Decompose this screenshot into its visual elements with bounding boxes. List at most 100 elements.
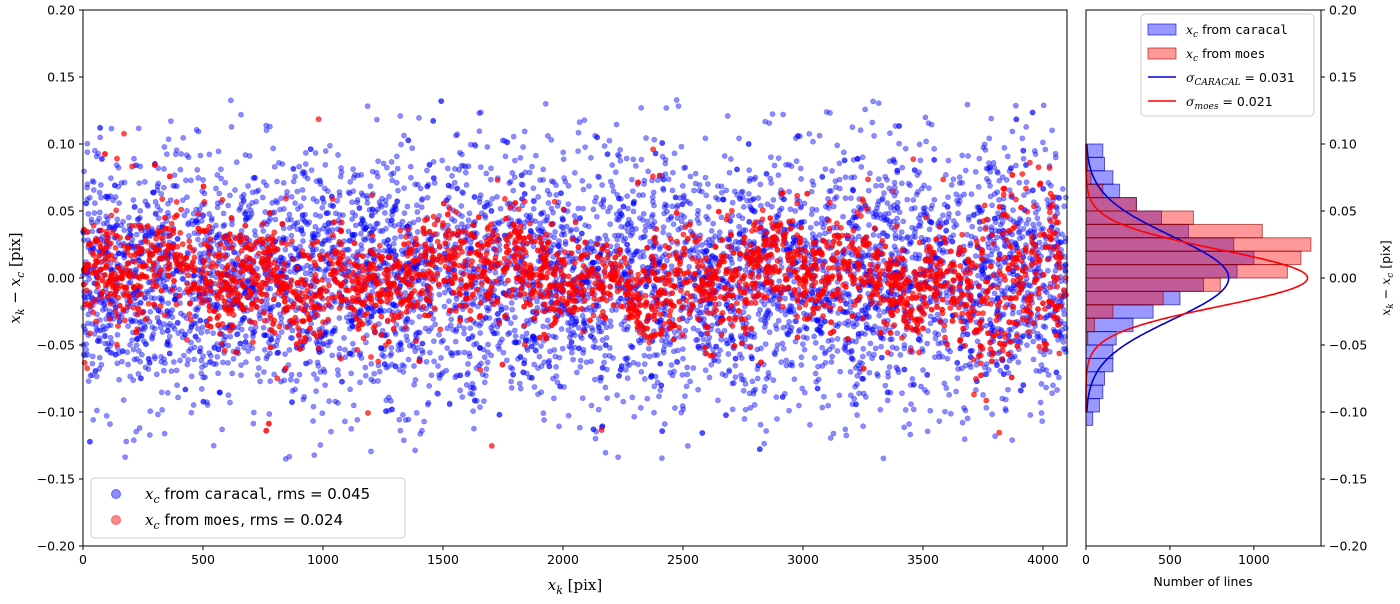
caracal-point xyxy=(641,352,648,359)
caracal-point xyxy=(744,197,750,204)
caracal-point xyxy=(219,359,226,366)
caracal-point xyxy=(638,156,645,163)
caracal-point xyxy=(907,279,913,286)
caracal-point xyxy=(636,192,642,199)
caracal-point xyxy=(516,217,523,224)
caracal-point xyxy=(85,311,92,318)
caracal-point xyxy=(832,178,839,184)
caracal-point xyxy=(654,352,661,358)
caracal-point xyxy=(856,390,862,397)
caracal-point xyxy=(553,265,559,272)
caracal-point xyxy=(133,231,140,238)
caracal-point xyxy=(904,196,911,203)
caracal-point xyxy=(687,378,693,385)
caracal-point xyxy=(862,202,869,209)
caracal-point xyxy=(758,316,764,323)
caracal-point xyxy=(610,262,616,269)
caracal-point xyxy=(724,298,730,305)
caracal-point xyxy=(89,360,96,367)
caracal-point xyxy=(510,133,517,140)
caracal-point xyxy=(736,212,742,219)
caracal-point xyxy=(571,169,578,176)
caracal-point xyxy=(396,366,403,373)
caracal-point xyxy=(597,345,603,351)
caracal-point xyxy=(377,265,384,271)
caracal-point xyxy=(364,103,371,109)
caracal-point xyxy=(435,390,441,397)
caracal-point xyxy=(1028,291,1035,298)
caracal-point xyxy=(708,227,715,234)
caracal-point xyxy=(346,237,353,244)
caracal-point xyxy=(459,189,466,195)
caracal-point xyxy=(462,169,469,176)
caracal-point xyxy=(483,304,490,311)
caracal-point xyxy=(710,220,717,227)
caracal-point xyxy=(582,144,589,150)
caracal-point xyxy=(985,244,992,251)
caracal-point xyxy=(1002,288,1008,295)
caracal-point xyxy=(840,297,847,304)
caracal-point xyxy=(270,145,277,152)
caracal-point xyxy=(877,406,884,413)
caracal-point xyxy=(384,271,391,278)
caracal-point xyxy=(401,185,407,191)
caracal-point xyxy=(120,218,126,225)
caracal-point xyxy=(746,190,752,197)
caracal-point xyxy=(589,327,596,334)
caracal-point xyxy=(171,172,178,178)
caracal-point xyxy=(985,366,992,373)
caracal-point xyxy=(595,406,602,413)
caracal-point xyxy=(565,327,572,333)
caracal-point xyxy=(368,360,375,367)
caracal-point xyxy=(227,97,234,104)
caracal-point xyxy=(931,253,937,259)
caracal-point xyxy=(983,361,990,367)
caracal-point xyxy=(188,177,194,184)
caracal-point xyxy=(927,298,934,305)
caracal-point xyxy=(489,195,496,202)
caracal-point xyxy=(650,189,657,196)
caracal-point xyxy=(157,282,164,288)
caracal-point xyxy=(1054,318,1060,325)
caracal-point xyxy=(487,176,494,183)
caracal-point xyxy=(190,281,196,288)
caracal-point xyxy=(907,382,914,388)
caracal-point xyxy=(738,285,744,292)
caracal-point xyxy=(520,144,526,150)
caracal-point xyxy=(329,226,336,233)
caracal-point xyxy=(271,163,278,170)
caracal-point xyxy=(548,299,554,306)
caracal-point xyxy=(115,250,122,257)
caracal-point xyxy=(807,224,814,231)
caracal-point xyxy=(729,260,735,267)
caracal-point xyxy=(371,370,378,377)
caracal-point xyxy=(1038,226,1045,233)
caracal-point xyxy=(601,359,607,366)
caracal-point xyxy=(354,196,361,203)
caracal-point xyxy=(630,156,637,163)
caracal-point xyxy=(909,375,916,382)
caracal-point xyxy=(81,168,87,175)
caracal-point xyxy=(185,221,192,228)
caracal-point xyxy=(483,366,490,372)
caracal-point xyxy=(562,238,569,245)
caracal-point xyxy=(812,339,819,346)
caracal-point xyxy=(626,249,632,256)
caracal-point xyxy=(673,358,680,365)
caracal-point xyxy=(490,238,497,245)
caracal-point xyxy=(390,248,397,255)
caracal-point xyxy=(476,199,483,205)
caracal-point xyxy=(381,238,388,245)
caracal-point xyxy=(739,215,746,222)
caracal-point xyxy=(502,153,509,160)
caracal-point xyxy=(537,177,543,183)
caracal-point xyxy=(390,247,397,253)
caracal-point xyxy=(928,121,935,128)
caracal-point xyxy=(131,356,138,363)
caracal-point xyxy=(871,213,877,220)
caracal-point xyxy=(127,341,133,348)
caracal-point xyxy=(149,333,155,340)
caracal-point xyxy=(153,371,160,378)
caracal-point xyxy=(859,154,866,161)
caracal-point xyxy=(862,106,869,113)
